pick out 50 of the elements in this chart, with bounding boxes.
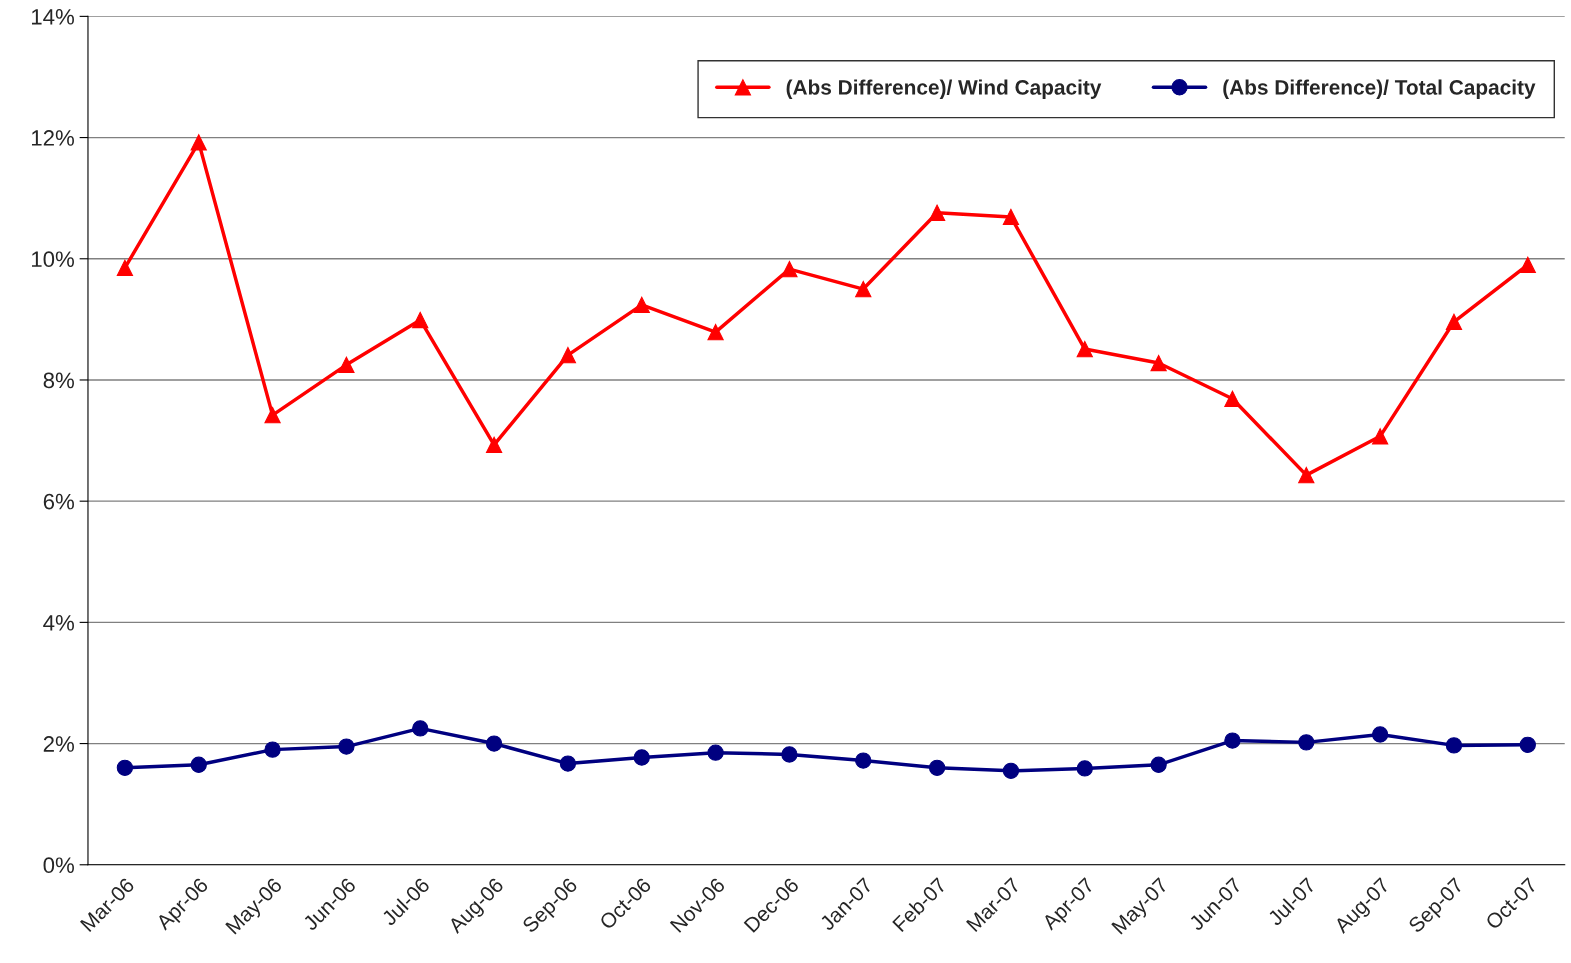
point — [1371, 428, 1389, 445]
point — [1519, 256, 1536, 273]
point — [1371, 726, 1389, 743]
point — [781, 260, 798, 278]
point — [707, 323, 724, 341]
point — [781, 746, 798, 763]
point — [485, 436, 503, 453]
point — [1224, 390, 1241, 407]
point — [116, 259, 134, 277]
point — [264, 741, 281, 758]
point — [1224, 732, 1241, 749]
point — [1298, 466, 1315, 484]
y-tick-label: 14% — [32, 9, 74, 25]
point — [1445, 313, 1463, 330]
y-tick-label: 12% — [32, 130, 74, 146]
point — [116, 759, 134, 776]
y-tick-label: 6% — [43, 493, 74, 510]
point — [190, 756, 207, 773]
point — [633, 296, 650, 313]
y-tick-label: 2% — [43, 736, 74, 752]
point — [559, 755, 577, 772]
y-tick-label: 0% — [43, 857, 74, 874]
point — [707, 744, 724, 761]
point — [485, 735, 503, 752]
y-tick-label: 4% — [43, 615, 74, 631]
point — [1076, 340, 1093, 358]
y-tick-label: 10% — [32, 251, 74, 268]
point — [633, 749, 650, 766]
point — [1519, 736, 1536, 753]
point — [412, 311, 429, 329]
point — [338, 356, 355, 373]
point — [559, 346, 577, 364]
point — [338, 738, 355, 755]
point — [855, 280, 872, 298]
point — [1150, 354, 1167, 372]
y-tick-label: 8% — [43, 372, 74, 389]
point — [928, 759, 946, 776]
point — [1150, 756, 1167, 773]
point — [1002, 762, 1020, 779]
point — [855, 752, 872, 769]
point — [1298, 734, 1315, 751]
point — [1445, 737, 1463, 754]
point — [412, 720, 429, 737]
point — [264, 406, 281, 424]
point — [928, 204, 946, 221]
legend-label: (Abs Difference)/ Wind Capacity — [786, 79, 1102, 99]
point — [190, 134, 207, 151]
point — [1002, 208, 1020, 226]
legend-label: (Abs Difference)/ Total Capacity — [1223, 79, 1536, 99]
point — [1076, 760, 1093, 777]
